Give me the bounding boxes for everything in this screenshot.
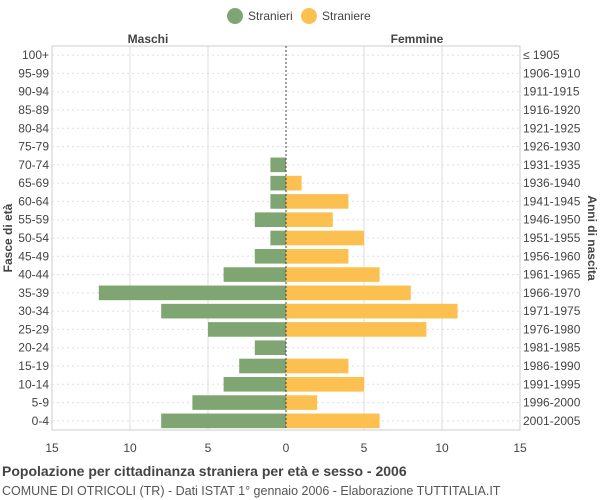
x-tick-label: 10 (435, 441, 449, 455)
x-tick-label: 10 (123, 441, 137, 455)
age-label: 80-84 (18, 121, 49, 135)
bar-straniere-15-19 (286, 358, 349, 374)
birth-year-label: 1921-1925 (523, 121, 581, 135)
age-label: 50-54 (18, 231, 49, 245)
birth-year-label: 1986-1990 (523, 359, 581, 373)
bar-straniere-65-69 (286, 175, 302, 191)
age-label: 60-64 (18, 194, 49, 208)
bar-straniere-10-14 (286, 376, 364, 392)
age-label: 100+ (22, 48, 49, 62)
chart-title: Popolazione per cittadinanza straniera p… (2, 463, 407, 479)
birth-year-label: 1911-1915 (523, 85, 580, 99)
birth-year-label: 2001-2005 (523, 414, 581, 428)
age-label: 90-94 (18, 85, 49, 99)
x-axis-ticks: 15 10 5 0 5 10 15 (45, 441, 527, 455)
x-tick-label: 15 (45, 441, 59, 455)
birth-year-label: 1966-1970 (523, 286, 581, 300)
population-pyramid-chart: 100+ 95-99 90-94 85-89 80-84 75-79 70-74 65-69 6… (1, 8, 599, 455)
birth-year-label: ≤ 1905 (523, 48, 560, 62)
bar-stranieri-5-9 (192, 395, 286, 410)
birth-year-label: 1996-2000 (523, 396, 581, 410)
age-label: 15-19 (18, 359, 49, 373)
bar-stranieri-30-34 (161, 303, 286, 319)
header-maschi: Maschi (128, 32, 169, 46)
header-femmine: Femmine (391, 32, 444, 46)
bar-stranieri-25-29 (208, 322, 286, 337)
bar-stranieri-50-54 (270, 230, 286, 246)
birth-year-label: 1951-1955 (523, 231, 581, 245)
birth-year-label: 1971-1975 (523, 304, 581, 318)
age-label: 40-44 (18, 268, 49, 282)
legend-label-straniere: Straniere (322, 9, 371, 23)
bar-straniere-5-9 (286, 395, 318, 410)
age-label: 65-69 (18, 176, 49, 190)
bar-stranieri-10-14 (223, 376, 286, 392)
bar-stranieri-55-59 (254, 212, 286, 228)
birth-year-labels: ≤ 1905 1906-1910 1911-1915 1916-1920 1921-19… (523, 48, 581, 428)
y-axis-title-left: Fasce di età (1, 203, 15, 272)
age-label: 20-24 (18, 341, 49, 355)
age-label: 5-9 (32, 396, 50, 410)
bar-stranieri-70-74 (270, 157, 286, 173)
bars (98, 157, 458, 429)
bar-stranieri-45-49 (254, 248, 286, 264)
bar-straniere-55-59 (286, 212, 333, 228)
bar-stranieri-65-69 (270, 175, 286, 191)
x-tick-label: 0 (283, 441, 290, 455)
legend-swatch-stranieri (227, 8, 243, 24)
birth-year-label: 1946-1950 (523, 213, 581, 227)
bar-straniere-40-44 (286, 267, 380, 282)
legend-label-stranieri: Stranieri (248, 9, 293, 23)
age-label: 35-39 (18, 286, 49, 300)
birth-year-label: 1956-1960 (523, 249, 581, 263)
bar-stranieri-15-19 (239, 358, 286, 374)
birth-year-label: 1926-1930 (523, 140, 581, 154)
age-label: 45-49 (18, 249, 49, 263)
bar-straniere-25-29 (286, 322, 427, 337)
bar-straniere-45-49 (286, 248, 349, 264)
birth-year-label: 1976-1980 (523, 322, 581, 336)
age-label: 0-4 (32, 414, 50, 428)
bar-straniere-60-64 (286, 194, 349, 209)
bar-stranieri-60-64 (270, 194, 286, 209)
age-label: 95-99 (18, 66, 49, 80)
age-label: 75-79 (18, 140, 49, 154)
bar-stranieri-20-24 (254, 340, 286, 356)
age-label: 25-29 (18, 322, 49, 336)
y-axis-title-right: Anni di nascita (585, 195, 599, 281)
x-tick-label: 5 (361, 441, 368, 455)
birth-year-label: 1936-1940 (523, 176, 581, 190)
age-label: 30-34 (18, 304, 49, 318)
legend-swatch-straniere (301, 8, 317, 24)
birth-year-label: 1906-1910 (523, 66, 581, 80)
bar-straniere-35-39 (286, 285, 411, 301)
bar-straniere-50-54 (286, 230, 364, 246)
age-group-labels: 100+ 95-99 90-94 85-89 80-84 75-79 70-74 65-69 6… (18, 48, 49, 428)
chart-subtitle: COMUNE DI OTRICOLI (TR) - Dati ISTAT 1° … (2, 484, 501, 498)
birth-year-label: 1991-1995 (523, 377, 581, 391)
x-tick-label: 5 (205, 441, 212, 455)
birth-year-label: 1916-1920 (523, 103, 581, 117)
bar-stranieri-40-44 (223, 267, 286, 282)
birth-year-label: 1981-1985 (523, 341, 581, 355)
bar-straniere-30-34 (286, 303, 458, 319)
age-label: 70-74 (18, 158, 49, 172)
age-label: 85-89 (18, 103, 49, 117)
birth-year-label: 1961-1965 (523, 268, 581, 282)
bar-stranieri-0-4 (161, 413, 286, 429)
age-label: 10-14 (18, 377, 49, 391)
bar-straniere-0-4 (286, 413, 380, 429)
birth-year-label: 1941-1945 (523, 194, 581, 208)
bar-stranieri-35-39 (98, 285, 286, 301)
x-tick-label: 15 (513, 441, 527, 455)
age-label: 55-59 (18, 213, 49, 227)
birth-year-label: 1931-1935 (523, 158, 581, 172)
